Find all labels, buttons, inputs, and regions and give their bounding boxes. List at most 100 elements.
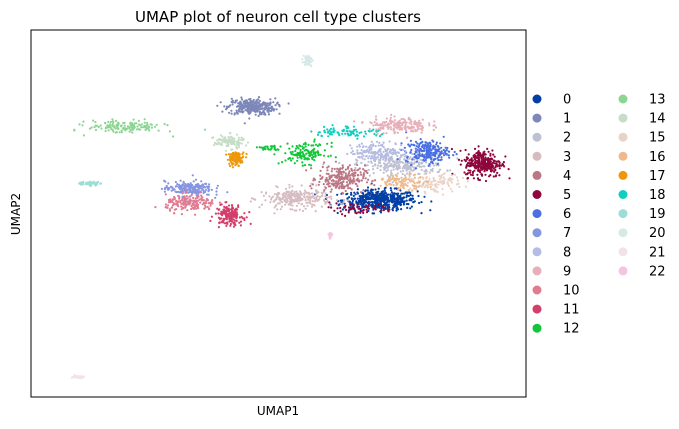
data-point [409,156,412,159]
data-point [284,195,287,198]
data-point [299,144,302,148]
data-point [496,171,499,174]
data-point [221,135,224,138]
data-point [322,163,325,166]
data-point [250,197,253,200]
data-point [269,101,272,104]
data-point [324,192,327,195]
data-point [262,194,265,197]
data-point [383,121,386,124]
data-point [243,122,246,125]
data-point [226,158,229,161]
data-point [430,151,433,154]
data-point [423,156,426,159]
data-point [379,184,382,187]
data-point [376,167,379,170]
data-point [407,126,410,129]
data-point [483,150,486,153]
data-point [114,127,117,130]
data-point [435,141,438,144]
legend-marker [532,190,542,199]
data-point [391,160,394,163]
data-point [490,164,493,167]
data-point [225,108,228,111]
data-point [508,177,511,180]
data-point [484,173,487,176]
data-point [487,150,490,153]
data-point [374,115,378,118]
data-point [307,196,310,199]
data-point [305,152,308,155]
data-point [357,207,360,210]
data-point [324,178,327,181]
data-point [362,189,365,192]
data-point [368,155,371,158]
data-point [409,193,412,197]
data-point [73,129,76,132]
data-point [352,194,355,197]
data-point [363,169,366,172]
data-point [112,130,115,133]
data-point [450,181,453,184]
data-point [197,184,200,187]
data-point [296,200,299,203]
data-point [400,118,403,121]
data-point [235,99,238,102]
data-point [328,235,331,238]
data-point [318,195,322,198]
data-point [442,135,445,138]
data-point [150,126,154,129]
data-point [319,177,322,180]
data-point [390,163,393,166]
data-point [296,156,299,159]
data-point [120,131,123,134]
data-point [198,198,201,201]
data-point [387,196,390,199]
data-point [385,153,388,156]
data-point [449,179,452,182]
data-point [114,131,117,134]
data-point [242,151,245,154]
data-point [428,147,432,150]
data-point [428,124,431,127]
data-point [305,57,308,60]
data-point [427,144,430,147]
data-point [326,166,329,169]
data-point [402,121,405,124]
data-point [279,145,282,148]
data-point [385,164,388,167]
data-point [398,156,402,159]
data-point [379,168,382,172]
data-point [391,158,394,161]
data-point [425,180,428,183]
data-point [363,158,366,161]
data-point [320,194,323,198]
data-point [380,164,383,167]
data-point [420,145,423,148]
data-point [350,197,353,200]
data-point [221,110,224,113]
data-point [186,209,189,212]
data-point [128,126,131,129]
data-point [453,173,456,176]
data-point [367,178,370,181]
data-point [358,152,361,155]
data-point [279,208,282,211]
cluster-1-points [216,96,290,125]
data-point [270,196,273,199]
data-point [270,198,273,201]
data-point [246,141,250,144]
data-point [330,141,333,144]
data-point [403,155,406,158]
data-point [407,189,410,192]
data-point [258,99,261,103]
data-point [370,148,373,151]
data-point [371,191,374,194]
data-point [176,183,179,186]
data-point [413,158,416,161]
data-point [145,126,148,130]
data-point [488,164,491,168]
data-point [220,143,223,147]
data-point [472,163,475,166]
data-point [476,173,479,176]
